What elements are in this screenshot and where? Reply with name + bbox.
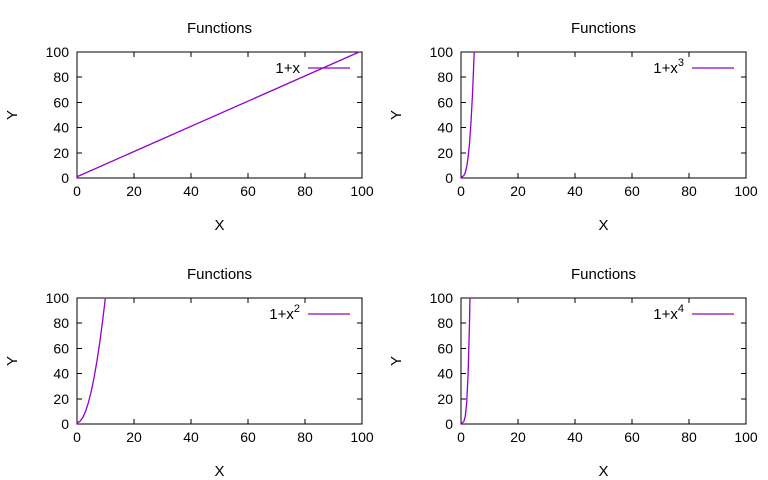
plot-frame — [76, 297, 363, 425]
x-tick-label: 0 — [73, 183, 81, 199]
x-axis-label: X — [598, 217, 608, 234]
y-tick-label: 80 — [53, 69, 69, 85]
x-tick-label: 100 — [350, 429, 374, 445]
plot-frame — [460, 297, 747, 425]
y-tick-label: 80 — [437, 69, 453, 85]
plot-title: Functions — [187, 266, 252, 283]
subplot-bottom-left: Functions 0 20 40 60 80 100 0 20 40 60 80 100 X Y 1+x2 — [0, 240, 384, 480]
x-tick-label: 80 — [681, 183, 697, 199]
subplot-top-left: Functions 0 20 40 60 80 100 0 20 40 60 80 100 X Y 1+x — [0, 0, 384, 240]
subplot-bottom-right: Functions 0 20 40 60 80 100 0 20 40 60 80 100 X Y 1+x4 — [384, 240, 768, 480]
y-tick-label: 40 — [53, 120, 69, 136]
y-tick-label: 60 — [53, 340, 69, 356]
x-tick-label: 60 — [240, 183, 256, 199]
x-tick-label: 60 — [624, 183, 640, 199]
series-line — [76, 297, 107, 424]
x-tick-label: 80 — [681, 429, 697, 445]
legend-label: 1+x3 — [653, 57, 684, 77]
subplot-top-right: Functions 0 20 40 60 80 100 0 20 40 60 80 100 X Y 1+x3 — [384, 0, 768, 240]
plot-frame — [76, 51, 363, 179]
plot-svg: Functions 0 20 40 60 80 100 0 20 40 60 80 100 X Y 1+x2 — [4, 266, 374, 480]
x-tick-label: 100 — [734, 429, 758, 445]
series-line — [76, 51, 360, 178]
y-tick-label: 100 — [46, 290, 70, 306]
x-tick-label: 0 — [457, 183, 465, 199]
plot-title: Functions — [187, 20, 252, 37]
y-tick-label: 0 — [445, 416, 453, 432]
x-tick-label: 20 — [510, 429, 526, 445]
plot-svg: Functions 0 20 40 60 80 100 0 20 40 60 80 100 X Y 1+x — [4, 20, 374, 234]
y-tick-label: 80 — [53, 315, 69, 331]
x-tick-label: 40 — [183, 429, 199, 445]
x-tick-label: 60 — [624, 429, 640, 445]
y-tick-label: 40 — [437, 120, 453, 136]
y-tick-label: 20 — [53, 145, 69, 161]
x-axis-label: X — [598, 463, 608, 480]
plot-title: Functions — [571, 20, 636, 37]
plot-title: Functions — [571, 266, 636, 283]
x-tick-label: 20 — [510, 183, 526, 199]
y-tick-label: 60 — [53, 94, 69, 110]
x-tick-label: 40 — [567, 429, 583, 445]
plot-svg: Functions 0 20 40 60 80 100 0 20 40 60 80 100 X Y 1+x3 — [388, 20, 758, 234]
y-tick-label: 20 — [437, 145, 453, 161]
y-axis-label: Y — [388, 356, 405, 366]
x-tick-label: 80 — [297, 429, 313, 445]
x-tick-label: 20 — [126, 429, 142, 445]
x-tick-label: 40 — [567, 183, 583, 199]
y-tick-label: 40 — [53, 366, 69, 382]
y-tick-label: 20 — [437, 391, 453, 407]
y-tick-label: 60 — [437, 94, 453, 110]
y-tick-label: 0 — [445, 170, 453, 186]
x-tick-label: 80 — [297, 183, 313, 199]
y-tick-label: 0 — [61, 170, 69, 186]
plot-svg: Functions 0 20 40 60 80 100 0 20 40 60 80 100 X Y 1+x4 — [388, 266, 758, 480]
x-axis-label: X — [214, 463, 224, 480]
x-tick-label: 100 — [350, 183, 374, 199]
x-axis-label: X — [214, 217, 224, 234]
series-line — [460, 51, 475, 178]
x-tick-label: 0 — [73, 429, 81, 445]
y-tick-label: 100 — [46, 44, 70, 60]
legend-label: 1+x — [275, 60, 300, 77]
series-line — [460, 297, 471, 424]
x-tick-label: 100 — [734, 183, 758, 199]
y-tick-label: 0 — [61, 416, 69, 432]
x-tick-label: 60 — [240, 429, 256, 445]
x-tick-label: 40 — [183, 183, 199, 199]
y-tick-label: 80 — [437, 315, 453, 331]
y-tick-label: 40 — [437, 366, 453, 382]
y-tick-label: 60 — [437, 340, 453, 356]
y-tick-label: 20 — [53, 391, 69, 407]
plot-frame — [460, 51, 747, 179]
y-axis-label: Y — [388, 110, 405, 120]
x-tick-label: 0 — [457, 429, 465, 445]
y-axis-label: Y — [4, 356, 21, 366]
x-tick-label: 20 — [126, 183, 142, 199]
legend-label: 1+x4 — [653, 303, 684, 323]
legend-label: 1+x2 — [269, 303, 300, 323]
y-axis-label: Y — [4, 110, 21, 120]
y-tick-label: 100 — [430, 44, 454, 60]
y-tick-label: 100 — [430, 290, 454, 306]
